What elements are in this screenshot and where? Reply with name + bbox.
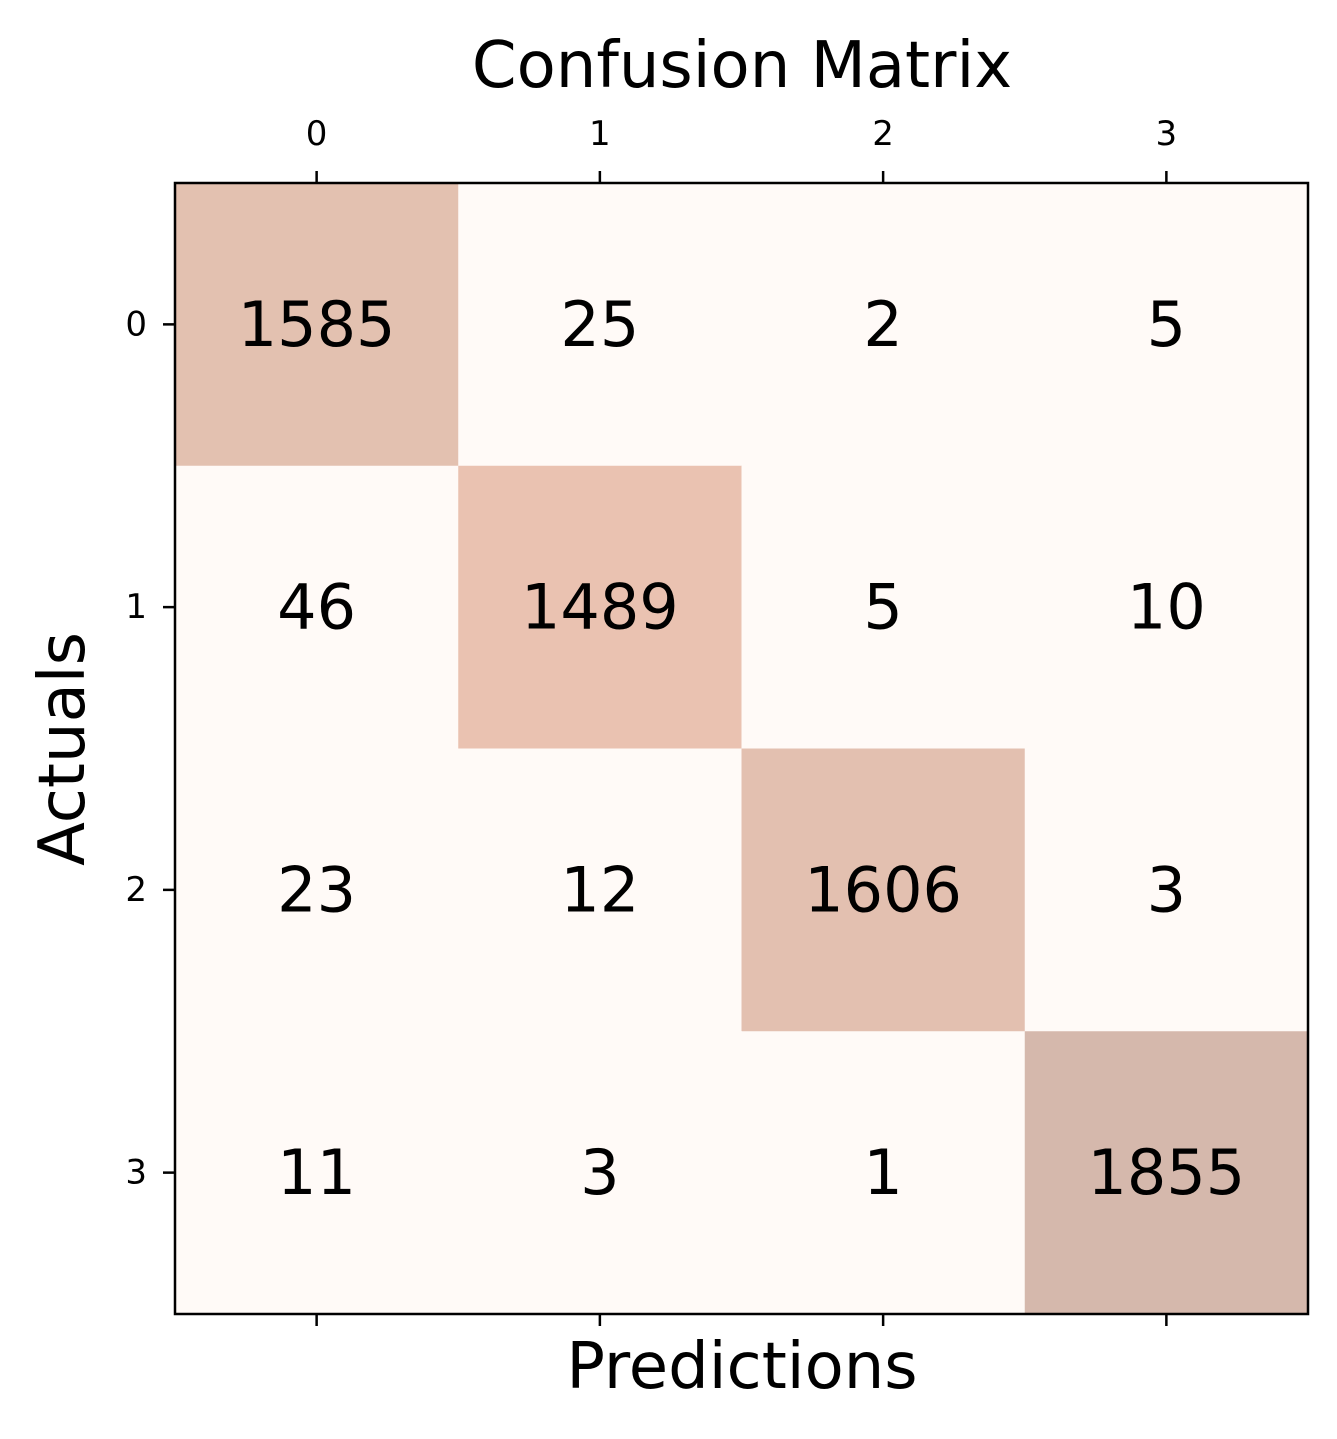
cell-value-r0-c3: 5: [1147, 288, 1186, 361]
cell-value-r1-c1: 1489: [521, 571, 679, 644]
heatmap-cell-r0-c1: [458, 183, 742, 467]
heatmap-cell-r0-c0: [175, 183, 459, 467]
x-tick-label-1: 1: [589, 114, 611, 154]
cell-value-r1-c2: 5: [863, 571, 902, 644]
heatmap-cell-r0-c3: [1024, 183, 1309, 467]
plot-frame: [173, 181, 1310, 1316]
cell-value-r2-c2: 1606: [804, 853, 962, 926]
chart-title: Confusion Matrix: [472, 29, 1012, 103]
x-axis-label: Predictions: [566, 1330, 917, 1404]
x-tick-label-0: 0: [306, 114, 328, 154]
heatmap-cell-r3-c0: [175, 1031, 459, 1315]
cells-layer: [175, 183, 1309, 1315]
heatmap-cell-r3-c3: [1024, 1031, 1309, 1315]
cell-value-r3-c1: 3: [580, 1136, 619, 1209]
cell-value-r0-c1: 25: [560, 288, 639, 361]
x-tick-label-2: 2: [872, 114, 894, 154]
heatmap-cell-r2-c3: [1024, 748, 1309, 1032]
heatmap-cell-r0-c2: [741, 183, 1026, 467]
heatmap-cell-r3-c2: [741, 1031, 1026, 1315]
x-tick-label-3: 3: [1156, 114, 1178, 154]
y-ticks-layer: 0 1 2 3: [125, 304, 175, 1193]
heatmap-cell-r1-c1: [458, 465, 742, 749]
cell-value-r3-c0: 11: [277, 1136, 356, 1209]
y-tick-label-1: 1: [125, 587, 147, 627]
y-tick-label-0: 0: [125, 304, 147, 344]
heatmap-cell-r1-c2: [741, 465, 1026, 749]
heatmap-cell-r2-c2: [741, 748, 1026, 1032]
cell-value-r3-c3: 1855: [1087, 1136, 1245, 1209]
cell-value-r2-c3: 3: [1147, 853, 1186, 926]
y-tick-label-2: 2: [125, 870, 147, 910]
cell-value-r3-c2: 1: [863, 1136, 902, 1209]
heatmap-cell-r3-c1: [458, 1031, 742, 1315]
cell-value-r0-c2: 2: [863, 288, 902, 361]
heatmap-cell-r1-c0: [175, 465, 459, 749]
heatmap-cell-r2-c0: [175, 748, 459, 1032]
heatmap-cell-r1-c3: [1024, 465, 1309, 749]
cell-value-r1-c0: 46: [277, 571, 356, 644]
heatmap-cell-r2-c1: [458, 748, 742, 1032]
y-axis-label: Actuals: [26, 632, 100, 866]
cell-value-r0-c0: 1585: [238, 288, 396, 361]
y-tick-label-3: 3: [125, 1153, 147, 1193]
cell-value-r2-c1: 12: [560, 853, 639, 926]
cell-value-r2-c0: 23: [277, 853, 356, 926]
cell-value-r1-c3: 10: [1127, 571, 1206, 644]
